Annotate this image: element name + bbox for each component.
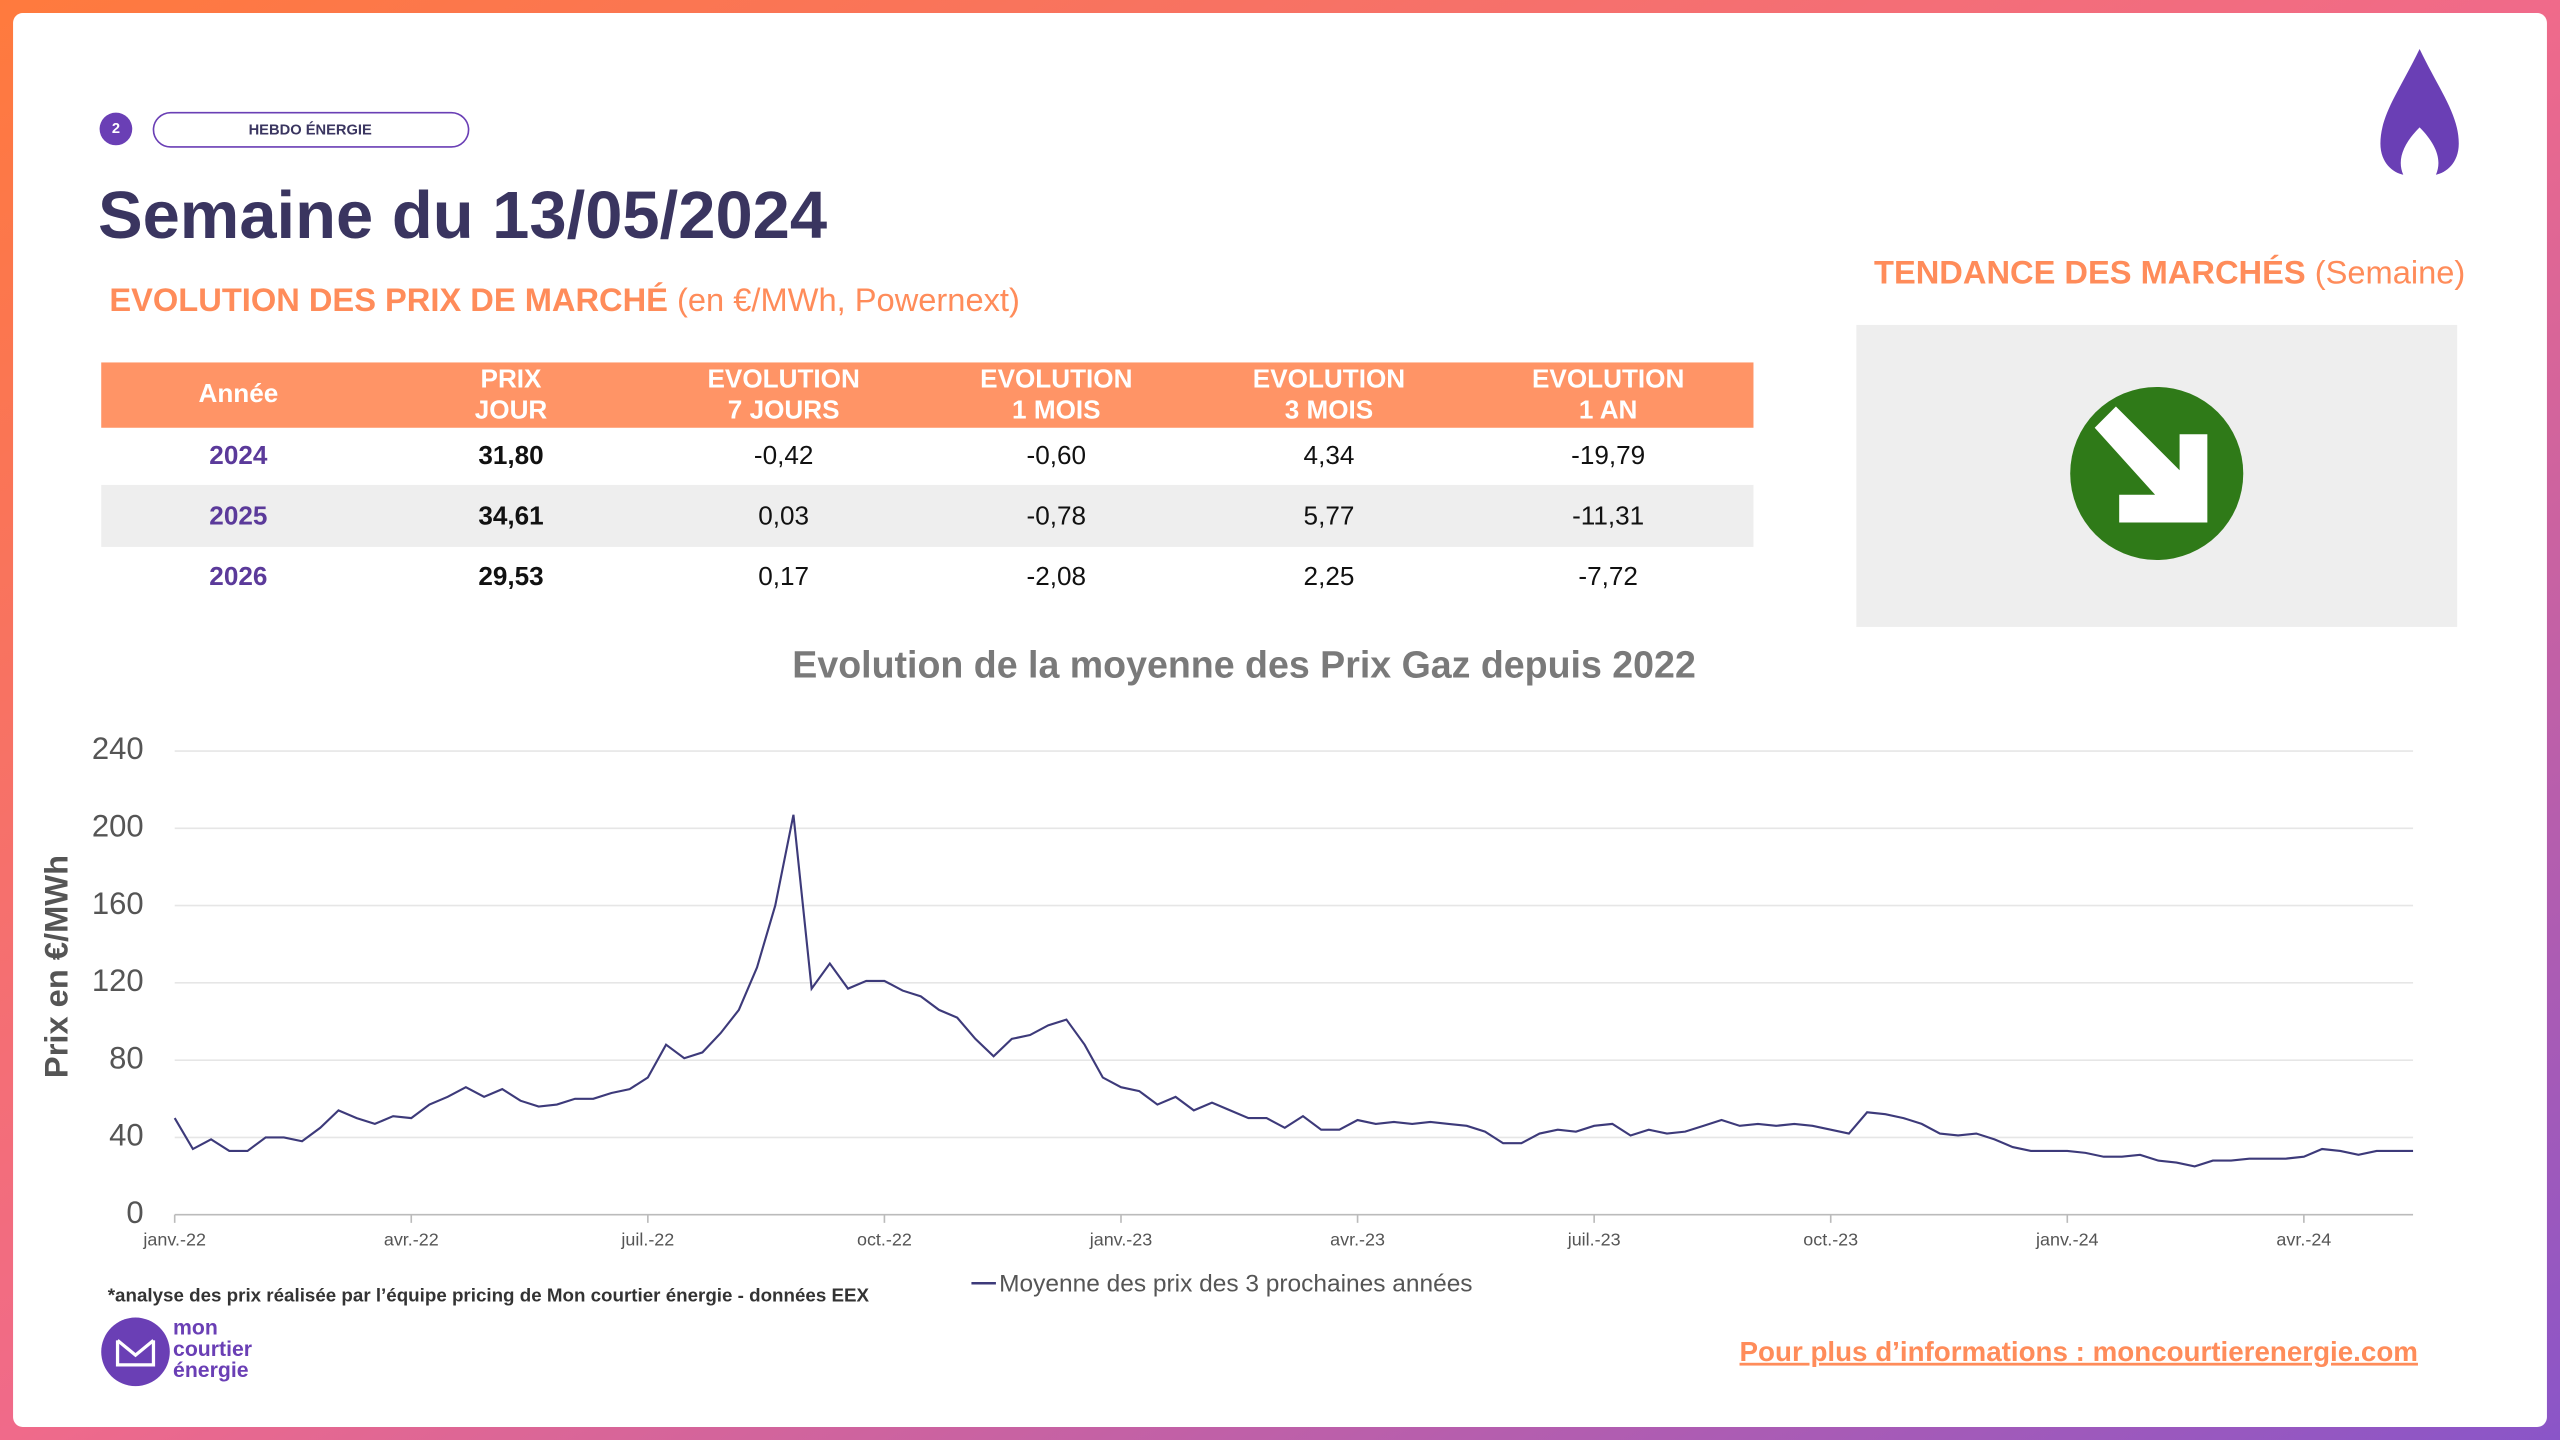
table-cell: 0,03	[758, 500, 809, 530]
table-cell: 31,80	[478, 440, 543, 470]
table-cell: -0,78	[1027, 500, 1087, 530]
tag: HEBDO ÉNERGIE	[249, 121, 372, 138]
y-tick-label: 240	[92, 731, 144, 766]
table-header-text: EVOLUTION	[708, 363, 860, 393]
table-cell: 2026	[209, 561, 267, 591]
table-header-text: 7 JOURS	[728, 394, 840, 424]
table-cell: -7,72	[1578, 561, 1638, 591]
table-cell: -19,79	[1571, 440, 1645, 470]
section-sub: (en €/MWh, Powernext)	[677, 281, 1020, 318]
tag-pill	[152, 111, 470, 148]
table-header-text: EVOLUTION	[1253, 363, 1405, 393]
y-tick-label: 40	[109, 1118, 143, 1153]
y-tick-label: 80	[109, 1040, 143, 1075]
section-main: EVOLUTION DES PRIX DE MARCHÉ	[109, 281, 668, 318]
legend-label: Moyenne des prix des 3 prochaines années	[999, 1270, 1472, 1297]
table-cell: 34,61	[478, 500, 543, 530]
table-cell: 2024	[209, 440, 268, 470]
table-row-stripe	[101, 484, 1754, 547]
table-header-text: 3 MOIS	[1285, 394, 1374, 424]
table-header-text: Année	[198, 378, 278, 408]
footnote: *analyse des prix réalisée par l’équipe …	[108, 1284, 870, 1305]
info-link[interactable]: Pour plus d’informations : moncourtieren…	[1740, 1336, 2418, 1367]
table-header-text: JOUR	[475, 394, 548, 424]
table-cell: -0,60	[1027, 440, 1087, 470]
x-tick-label: juil.-23	[1567, 1230, 1621, 1250]
table-cell: 4,34	[1304, 440, 1355, 470]
logo-envelope	[115, 1339, 156, 1367]
x-tick-label: janv.-23	[1089, 1230, 1153, 1250]
y-axis-label: Prix en €/MWh	[37, 855, 74, 1078]
logo-text: mon	[173, 1317, 218, 1340]
table-header	[101, 362, 1754, 428]
y-tick-label: 120	[92, 963, 144, 998]
trend-main: TENDANCE DES MARCHÉS	[1874, 253, 2306, 290]
x-tick-label: juil.-22	[620, 1230, 674, 1250]
flame-icon	[2380, 48, 2459, 175]
table-header-text: 1 AN	[1579, 394, 1638, 424]
table-cell: 5,77	[1304, 500, 1355, 530]
logo-text: énergie	[173, 1359, 249, 1382]
x-tick-label: oct.-23	[1803, 1230, 1858, 1250]
trend-title: TENDANCE DES MARCHÉS (Semaine)	[1874, 253, 2465, 290]
table-cell: -0,42	[754, 440, 814, 470]
table-header-text: PRIX	[481, 363, 543, 393]
page-number: 2	[112, 121, 120, 137]
y-tick-label: 0	[126, 1195, 143, 1230]
table-cell: 29,53	[478, 561, 543, 591]
trend-sub: (Semaine)	[2315, 253, 2466, 290]
section-title: EVOLUTION DES PRIX DE MARCHÉ (en €/MWh, …	[109, 281, 1019, 318]
x-tick-label: oct.-22	[857, 1230, 912, 1250]
price-line	[173, 814, 2414, 1168]
logo-mark	[101, 1317, 170, 1387]
y-tick-label: 160	[92, 886, 144, 921]
trend-arrow	[2094, 406, 2208, 523]
x-tick-label: janv.-22	[142, 1230, 206, 1250]
table-cell: -11,31	[1572, 500, 1644, 530]
table-cell: 2,25	[1304, 561, 1355, 591]
y-tick-label: 200	[92, 808, 144, 843]
chart-title: Evolution de la moyenne des Prix Gaz dep…	[792, 644, 1696, 686]
table-cell: -2,08	[1027, 561, 1087, 591]
table-header-text: 1 MOIS	[1012, 394, 1101, 424]
page-badge	[99, 112, 133, 146]
x-tick-label: avr.-23	[1330, 1230, 1385, 1250]
table-cell: 2025	[209, 500, 267, 530]
table-header-text: EVOLUTION	[980, 363, 1132, 393]
table-header-text: EVOLUTION	[1532, 363, 1684, 393]
x-tick-label: avr.-24	[2276, 1230, 2331, 1250]
x-tick-label: janv.-24	[2035, 1230, 2099, 1250]
title: Semaine du 13/05/2024	[98, 178, 827, 253]
x-tick-label: avr.-22	[384, 1230, 439, 1250]
logo-text: courtier	[173, 1338, 252, 1361]
table-cell: 0,17	[758, 561, 809, 591]
